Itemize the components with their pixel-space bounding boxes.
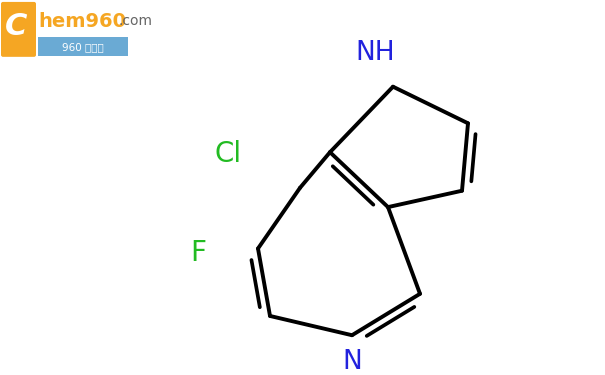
Text: 960 化工网: 960 化工网 <box>62 42 104 52</box>
Bar <box>38 37 128 56</box>
Text: hem960: hem960 <box>38 12 126 31</box>
FancyBboxPatch shape <box>1 2 36 57</box>
Text: Cl: Cl <box>214 140 241 168</box>
Text: C: C <box>5 12 27 42</box>
Text: NH: NH <box>355 40 395 66</box>
Text: .com: .com <box>118 14 152 28</box>
Text: F: F <box>190 239 206 267</box>
Text: N: N <box>342 349 362 375</box>
